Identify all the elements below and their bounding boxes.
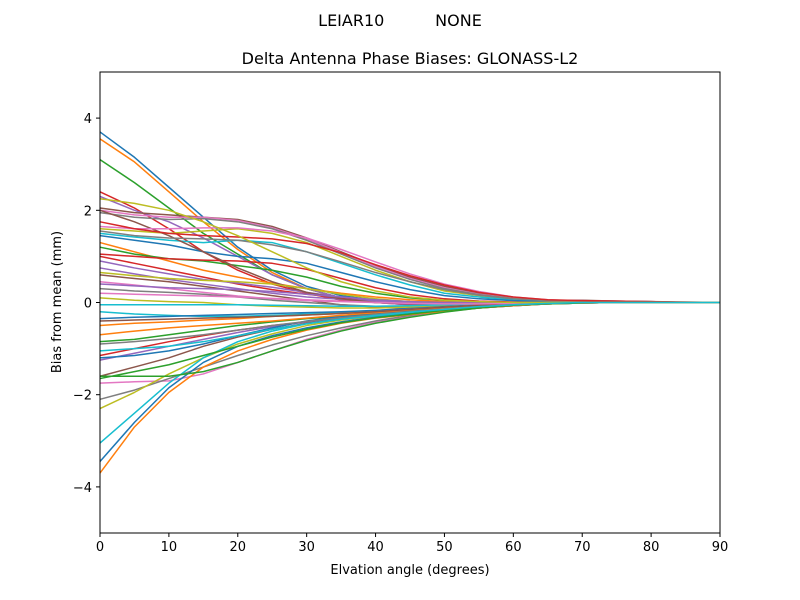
x-tick-label: 30 bbox=[298, 540, 315, 555]
x-tick-label: 70 bbox=[574, 540, 591, 555]
chart-suptitle: LEIAR10 NONE bbox=[318, 11, 482, 30]
y-tick-label: −4 bbox=[73, 481, 92, 496]
x-tick-label: 20 bbox=[230, 540, 247, 555]
y-axis-label: Bias from mean (mm) bbox=[50, 231, 65, 373]
series-line-44 bbox=[99, 221, 721, 304]
x-tick-label: 60 bbox=[505, 540, 522, 555]
x-tick-label: 10 bbox=[161, 540, 178, 555]
x-tick-label: 90 bbox=[712, 540, 729, 555]
y-axis-ticks: −4 −2 0 2 4 bbox=[73, 112, 100, 496]
x-tick-label: 50 bbox=[436, 540, 453, 555]
y-tick-label: −2 bbox=[73, 389, 92, 404]
series-layer bbox=[99, 131, 721, 474]
chart-title: Delta Antenna Phase Biases: GLONASS-L2 bbox=[242, 49, 579, 68]
series-line-50 bbox=[99, 301, 720, 352]
y-tick-label: 0 bbox=[84, 297, 92, 312]
x-tick-label: 40 bbox=[367, 540, 384, 555]
y-tick-label: 2 bbox=[84, 204, 92, 219]
plot-frame bbox=[99, 71, 721, 534]
x-axis-label: Elvation angle (degrees) bbox=[330, 563, 489, 578]
x-tick-label: 0 bbox=[96, 540, 104, 555]
x-axis-ticks: 0 10 20 30 40 50 60 70 80 90 bbox=[96, 533, 728, 555]
y-tick-label: 4 bbox=[84, 112, 92, 127]
x-tick-label: 80 bbox=[643, 540, 660, 555]
